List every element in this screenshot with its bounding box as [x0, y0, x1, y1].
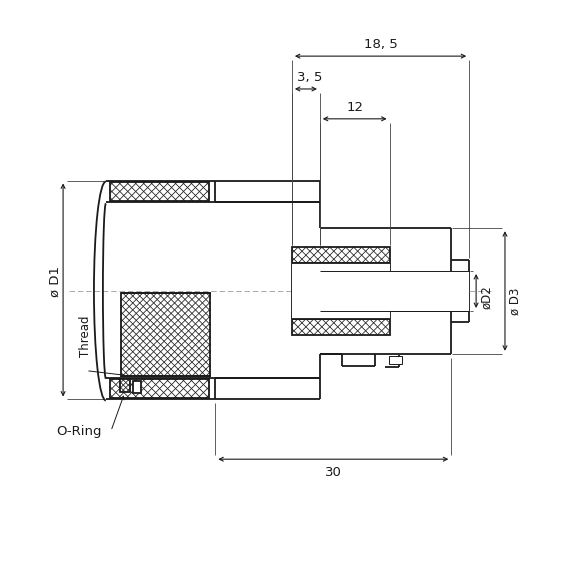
- Polygon shape: [320, 271, 469, 311]
- Text: ø D3: ø D3: [509, 288, 522, 315]
- Polygon shape: [110, 182, 210, 201]
- Text: 3, 5: 3, 5: [297, 71, 322, 84]
- Polygon shape: [120, 378, 130, 392]
- Polygon shape: [292, 247, 389, 335]
- Polygon shape: [133, 381, 141, 392]
- Polygon shape: [389, 356, 403, 364]
- Text: øD2: øD2: [480, 285, 493, 309]
- Text: Thread: Thread: [80, 315, 93, 357]
- Text: O-Ring: O-Ring: [56, 425, 102, 438]
- Polygon shape: [110, 378, 210, 399]
- Text: 12: 12: [346, 101, 363, 114]
- Text: 30: 30: [325, 466, 342, 479]
- Polygon shape: [215, 203, 320, 378]
- Text: ø D1: ø D1: [49, 265, 62, 297]
- Polygon shape: [121, 293, 210, 375]
- Text: 18, 5: 18, 5: [364, 38, 398, 51]
- Polygon shape: [292, 263, 389, 319]
